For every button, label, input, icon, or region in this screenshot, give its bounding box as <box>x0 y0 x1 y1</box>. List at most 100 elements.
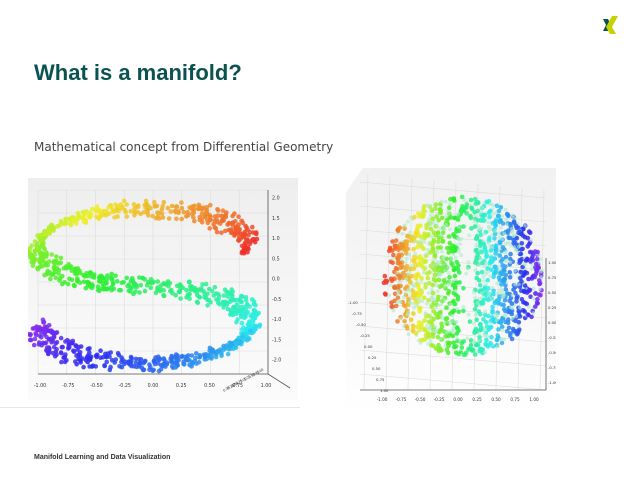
scatter-point <box>405 239 410 244</box>
scatter-point <box>395 319 400 324</box>
scatter-point <box>433 305 438 310</box>
scatter-point <box>49 252 54 257</box>
scatter-point <box>141 210 147 215</box>
sphere-figure: -1.00 -0.75 -0.50 -0.25 0.00 0.25 0.50 0.75 1.00… <box>346 168 556 412</box>
scatter-point <box>435 230 441 235</box>
scatter-point <box>217 221 223 226</box>
scatter-point <box>233 345 239 350</box>
scatter-point <box>223 228 228 234</box>
x-tick-label: 1.00 <box>261 383 272 389</box>
scatter-point <box>492 219 498 225</box>
scatter-point <box>468 342 474 348</box>
scatter-point <box>436 235 442 241</box>
scatter-point <box>490 304 495 310</box>
scatter-point <box>402 226 407 231</box>
scatter-point <box>445 265 450 270</box>
scatter-point <box>419 290 424 296</box>
scatter-point <box>457 270 462 275</box>
scatter-point <box>486 297 491 303</box>
scatter-point <box>510 226 514 231</box>
scatter-point <box>439 283 445 288</box>
scatter-point <box>534 268 540 274</box>
scatter-point <box>85 346 91 352</box>
scatter-point <box>133 360 139 366</box>
scatter-point <box>67 265 73 271</box>
scatter-point <box>102 363 107 369</box>
scatter-point <box>531 296 536 300</box>
scatter-point <box>246 320 252 326</box>
scatter-point <box>431 239 437 244</box>
scatter-point <box>514 314 519 319</box>
scatter-point <box>430 290 436 296</box>
scatter-point <box>424 281 429 286</box>
scatter-point <box>53 330 59 336</box>
scatter-point <box>428 339 433 343</box>
scatter-point <box>514 225 519 231</box>
scatter-point <box>476 309 482 314</box>
scatter-point <box>225 306 231 312</box>
scatter-point <box>506 235 511 240</box>
scatter-point <box>438 272 443 277</box>
scatter-point <box>129 363 134 369</box>
scatter-point <box>451 308 457 313</box>
scatter-point <box>503 207 508 212</box>
scatter-point <box>453 320 457 324</box>
z-tick-label: -2.0 <box>272 358 281 364</box>
scatter-point <box>257 322 263 328</box>
scatter-point <box>409 215 413 220</box>
scatter-point <box>476 277 482 283</box>
scatter-point <box>478 210 483 215</box>
scatter-point <box>72 266 78 272</box>
scatter-point <box>504 211 510 217</box>
scatter-point <box>487 321 492 326</box>
scatter-point <box>446 329 451 334</box>
scatter-point <box>109 276 115 281</box>
scatter-point <box>483 292 488 297</box>
scatter-point <box>200 282 205 287</box>
y-tick-label: 0.00 <box>222 385 230 393</box>
scatter-point <box>236 214 241 219</box>
scatter-point <box>393 238 399 243</box>
scatter-point <box>433 345 439 351</box>
scatter-point <box>538 257 543 261</box>
scatter-point <box>184 287 189 293</box>
scatter-point <box>413 291 418 297</box>
scatter-point <box>389 248 395 253</box>
scatter-point <box>452 215 457 221</box>
scatter-point <box>173 210 179 215</box>
scatter-point <box>389 304 394 309</box>
scatter-point <box>510 229 515 234</box>
x-tick-label: 0.50 <box>491 397 501 402</box>
scatter-point <box>185 358 191 363</box>
scatter-point <box>431 316 437 322</box>
scatter-point <box>512 240 518 245</box>
scatter-point <box>410 323 416 329</box>
scatter-point <box>216 294 222 299</box>
scatter-point <box>151 279 156 285</box>
scatter-point <box>221 293 227 298</box>
scatter-point <box>222 287 228 292</box>
scatter-point <box>483 309 487 314</box>
y-tick-label: 0.75 <box>235 379 243 387</box>
scatter-point <box>105 273 110 278</box>
scatter-point <box>510 293 515 298</box>
scatter-point <box>472 306 478 312</box>
scatter-point <box>431 277 437 282</box>
scatter-point <box>446 234 452 239</box>
scatter-point <box>438 245 443 250</box>
scatter-point <box>142 288 148 294</box>
z-tick-label: 0.75 <box>548 275 556 280</box>
scatter-point <box>428 320 433 325</box>
scatter-point <box>452 234 457 239</box>
scatter-point <box>74 362 79 367</box>
scatter-point <box>491 274 496 280</box>
scatter-point <box>452 244 458 250</box>
scatter-point <box>144 282 150 288</box>
scatter-point <box>247 304 252 309</box>
scatter-point <box>439 233 444 238</box>
scatter-point <box>43 254 49 260</box>
scatter-point <box>146 213 151 218</box>
x-tick-label: -0.50 <box>415 397 426 402</box>
scatter-point <box>456 309 461 315</box>
scatter-point <box>498 205 504 210</box>
